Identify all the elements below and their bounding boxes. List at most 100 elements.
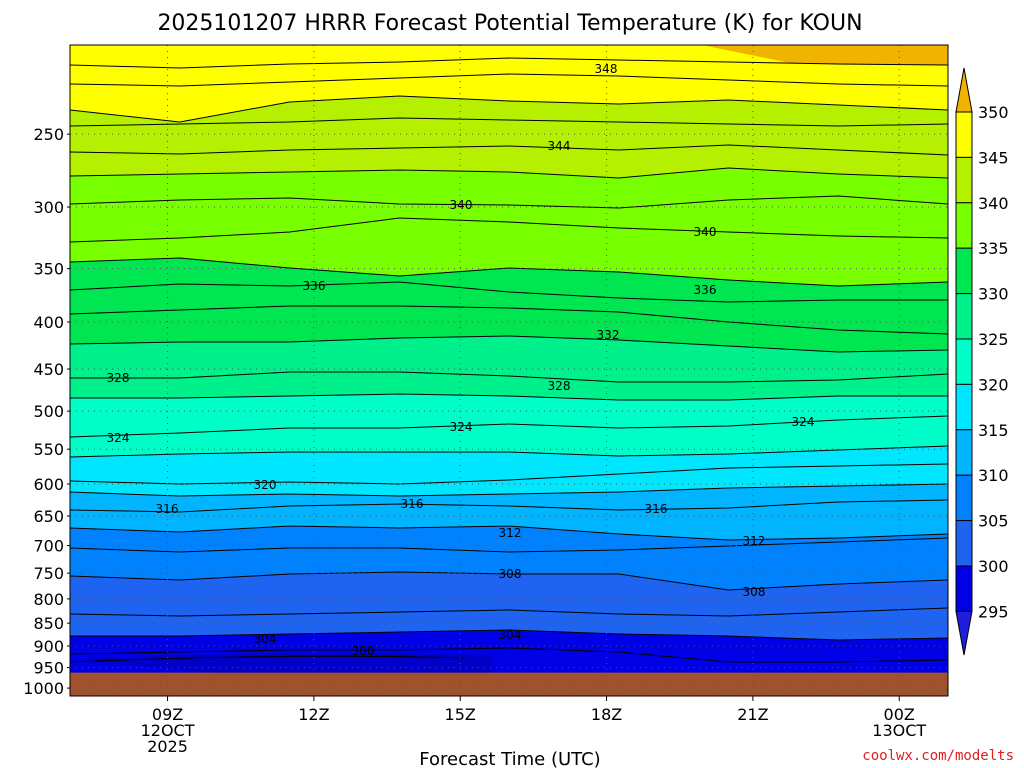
x-tick-label: 15Z	[445, 705, 476, 724]
colorbar-tick-label: 325	[978, 330, 1009, 349]
colorbar-tick-label: 300	[978, 557, 1009, 576]
colorbar-bottom-arrow	[955, 610, 973, 656]
y-tick-label: 300	[33, 198, 64, 217]
contour-label: 308	[499, 567, 522, 581]
contour-labels: 348 344 340 340 336 336 332 328 328 324 324 324 320 3…	[107, 62, 815, 658]
colorbar-tick-label: 315	[978, 421, 1009, 440]
contour-line	[69, 647, 949, 663]
x-tick-label: 18Z	[591, 705, 622, 724]
contour-line	[69, 95, 949, 123]
x-tick-label: 2025	[147, 737, 188, 756]
contour-line	[69, 73, 949, 87]
x-tick-label: 12OCT	[141, 721, 195, 740]
y-axis: 250 300 350 400 450 500 550 600 650 700 750 800 850 9…	[23, 125, 70, 698]
contour-line	[69, 525, 949, 541]
contour-label: 344	[548, 139, 571, 153]
y-tick-label: 500	[33, 402, 64, 421]
contour-line	[69, 57, 949, 69]
contour-line	[69, 217, 949, 243]
y-tick-label: 750	[33, 564, 64, 583]
grid-lines	[70, 45, 948, 696]
contour-line	[69, 167, 949, 179]
contour-label: 312	[499, 526, 522, 540]
color-bands	[70, 45, 948, 696]
colorbar-top-arrow	[955, 67, 973, 113]
y-tick-label: 250	[33, 125, 64, 144]
contour-line	[69, 335, 949, 353]
contour-label: 336	[303, 279, 326, 293]
y-tick-label: 350	[33, 260, 64, 279]
y-tick-label: 900	[33, 637, 64, 656]
colorbar-tick-label: 350	[978, 103, 1009, 122]
contour-label: 328	[107, 371, 130, 385]
contour-label: 316	[156, 502, 179, 516]
y-tick-label: 700	[33, 537, 64, 556]
contour-label: 300	[352, 644, 375, 658]
contour-line	[69, 415, 949, 438]
colorbar-tick-label: 320	[978, 375, 1009, 394]
credit-text: coolwx.com/modelts	[862, 748, 1014, 764]
contour-lines	[69, 57, 949, 663]
contour-label: 324	[450, 420, 473, 434]
contour-label: 312	[743, 534, 766, 548]
y-tick-label: 950	[33, 659, 64, 678]
contour-label: 328	[548, 379, 571, 393]
x-tick-label: 21Z	[737, 705, 768, 724]
colorbar-tick-label: 310	[978, 466, 1009, 485]
contour-line	[69, 463, 949, 485]
y-tick-label: 1000	[23, 679, 64, 698]
y-tick-label: 650	[33, 507, 64, 526]
colorbar-band	[955, 520, 973, 567]
y-tick-label: 450	[33, 360, 64, 379]
y-tick-label: 600	[33, 475, 64, 494]
colorbar-band	[955, 383, 973, 431]
x-tick-label: 00Z	[884, 705, 915, 724]
contour-line	[69, 571, 949, 591]
contour-line	[69, 445, 949, 458]
colorbar-band	[955, 202, 973, 249]
y-tick-label: 550	[33, 440, 64, 459]
contour-label: 340	[450, 198, 473, 212]
contour-line	[69, 655, 466, 663]
contour-label: 332	[597, 328, 620, 342]
contour-line	[69, 257, 949, 287]
x-tick-label: 12Z	[298, 705, 329, 724]
x-tick-label: 09Z	[152, 705, 183, 724]
colorbar-tick-label: 335	[978, 239, 1009, 258]
contour-label: 304	[254, 632, 277, 646]
plot-frame	[69, 44, 949, 697]
ground	[70, 672, 948, 696]
y-tick-label: 800	[33, 590, 64, 609]
colorbar: 350 345 340 335 330 325 320 315 310 305 300 295	[955, 67, 1009, 656]
contour-line	[70, 629, 949, 641]
band	[70, 45, 948, 67]
contour-line	[69, 305, 949, 335]
contour-label: 340	[694, 225, 717, 239]
contour-line	[69, 607, 949, 617]
colorbar-band	[955, 429, 973, 476]
contour-line	[70, 393, 948, 401]
colorbar-tick-label: 340	[978, 194, 1009, 213]
plot-area: 348 344 340 340 336 336 332 328 328 324 324 324 320 3…	[69, 44, 949, 697]
colorbar-band	[955, 474, 973, 522]
colorbar-band	[955, 247, 973, 295]
colorbar-tick-label: 295	[978, 602, 1009, 621]
colorbar-tick-label: 305	[978, 512, 1009, 531]
colorbar-band	[955, 111, 973, 158]
colorbar-band	[955, 156, 973, 204]
contour-line	[69, 483, 949, 497]
contour-line	[69, 499, 949, 513]
chart-title: 2025101207 HRRR Forecast Potential Tempe…	[157, 11, 862, 36]
contour-line	[69, 281, 948, 303]
colorbar-band	[955, 565, 973, 612]
x-tick-label: 13OCT	[872, 721, 926, 740]
y-tick-label: 850	[33, 614, 64, 633]
contour-label: 336	[694, 283, 717, 297]
contour-line	[69, 537, 949, 553]
colorbar-tick-label: 345	[978, 148, 1009, 167]
contour-label: 324	[792, 415, 815, 429]
contour-label: 304	[499, 628, 522, 642]
contour-line	[69, 144, 949, 156]
